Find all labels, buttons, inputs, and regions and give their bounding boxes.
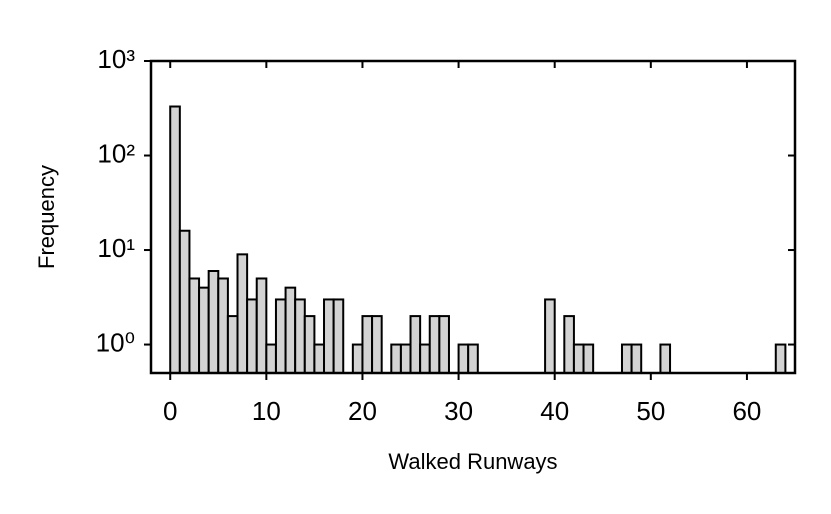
bar	[246, 298, 258, 375]
bar	[390, 343, 402, 374]
bar	[438, 315, 450, 375]
bar	[294, 298, 306, 375]
bar	[544, 298, 556, 375]
bar	[217, 277, 229, 374]
plot-frame	[149, 59, 797, 375]
bar	[198, 286, 210, 374]
bar	[630, 343, 643, 374]
bar	[351, 343, 364, 374]
bar	[332, 298, 345, 375]
bar	[274, 298, 287, 375]
bar	[178, 229, 191, 374]
x-tick-label: 20	[348, 396, 377, 426]
x-tick-label: 60	[732, 396, 761, 426]
bar	[563, 315, 575, 375]
y-tick-label: 10¹	[97, 233, 135, 263]
bar	[419, 343, 431, 374]
bar	[361, 315, 374, 375]
x-tick-label: 40	[540, 396, 569, 426]
x-tick-label: 0	[163, 396, 177, 426]
bar	[236, 253, 249, 374]
bar	[207, 270, 220, 374]
bar	[265, 343, 277, 374]
bar	[457, 343, 470, 374]
bar	[169, 105, 181, 374]
bar	[399, 343, 412, 374]
bar	[323, 298, 335, 375]
x-tick-label: 10	[252, 396, 281, 426]
x-axis-label: Walked Runways	[388, 449, 557, 474]
y-tick-label: 10⁰	[96, 327, 135, 357]
y-tick-label: 10³	[97, 44, 135, 74]
bar	[659, 343, 672, 374]
x-tick-label: 50	[636, 396, 665, 426]
bar	[409, 315, 422, 375]
bar	[371, 315, 383, 375]
bar	[284, 286, 297, 374]
y-axis-label: Frequency	[34, 165, 59, 269]
bar	[226, 315, 239, 375]
bar	[428, 315, 441, 375]
y-tick-label: 10²	[97, 138, 135, 168]
bar	[572, 343, 585, 374]
x-tick-label: 30	[444, 396, 473, 426]
bar	[255, 277, 268, 374]
bar	[774, 343, 787, 374]
bar	[467, 343, 479, 374]
bar	[303, 315, 316, 375]
bar	[313, 343, 326, 374]
bar	[188, 277, 201, 374]
bar	[582, 343, 595, 374]
bar	[620, 343, 633, 374]
